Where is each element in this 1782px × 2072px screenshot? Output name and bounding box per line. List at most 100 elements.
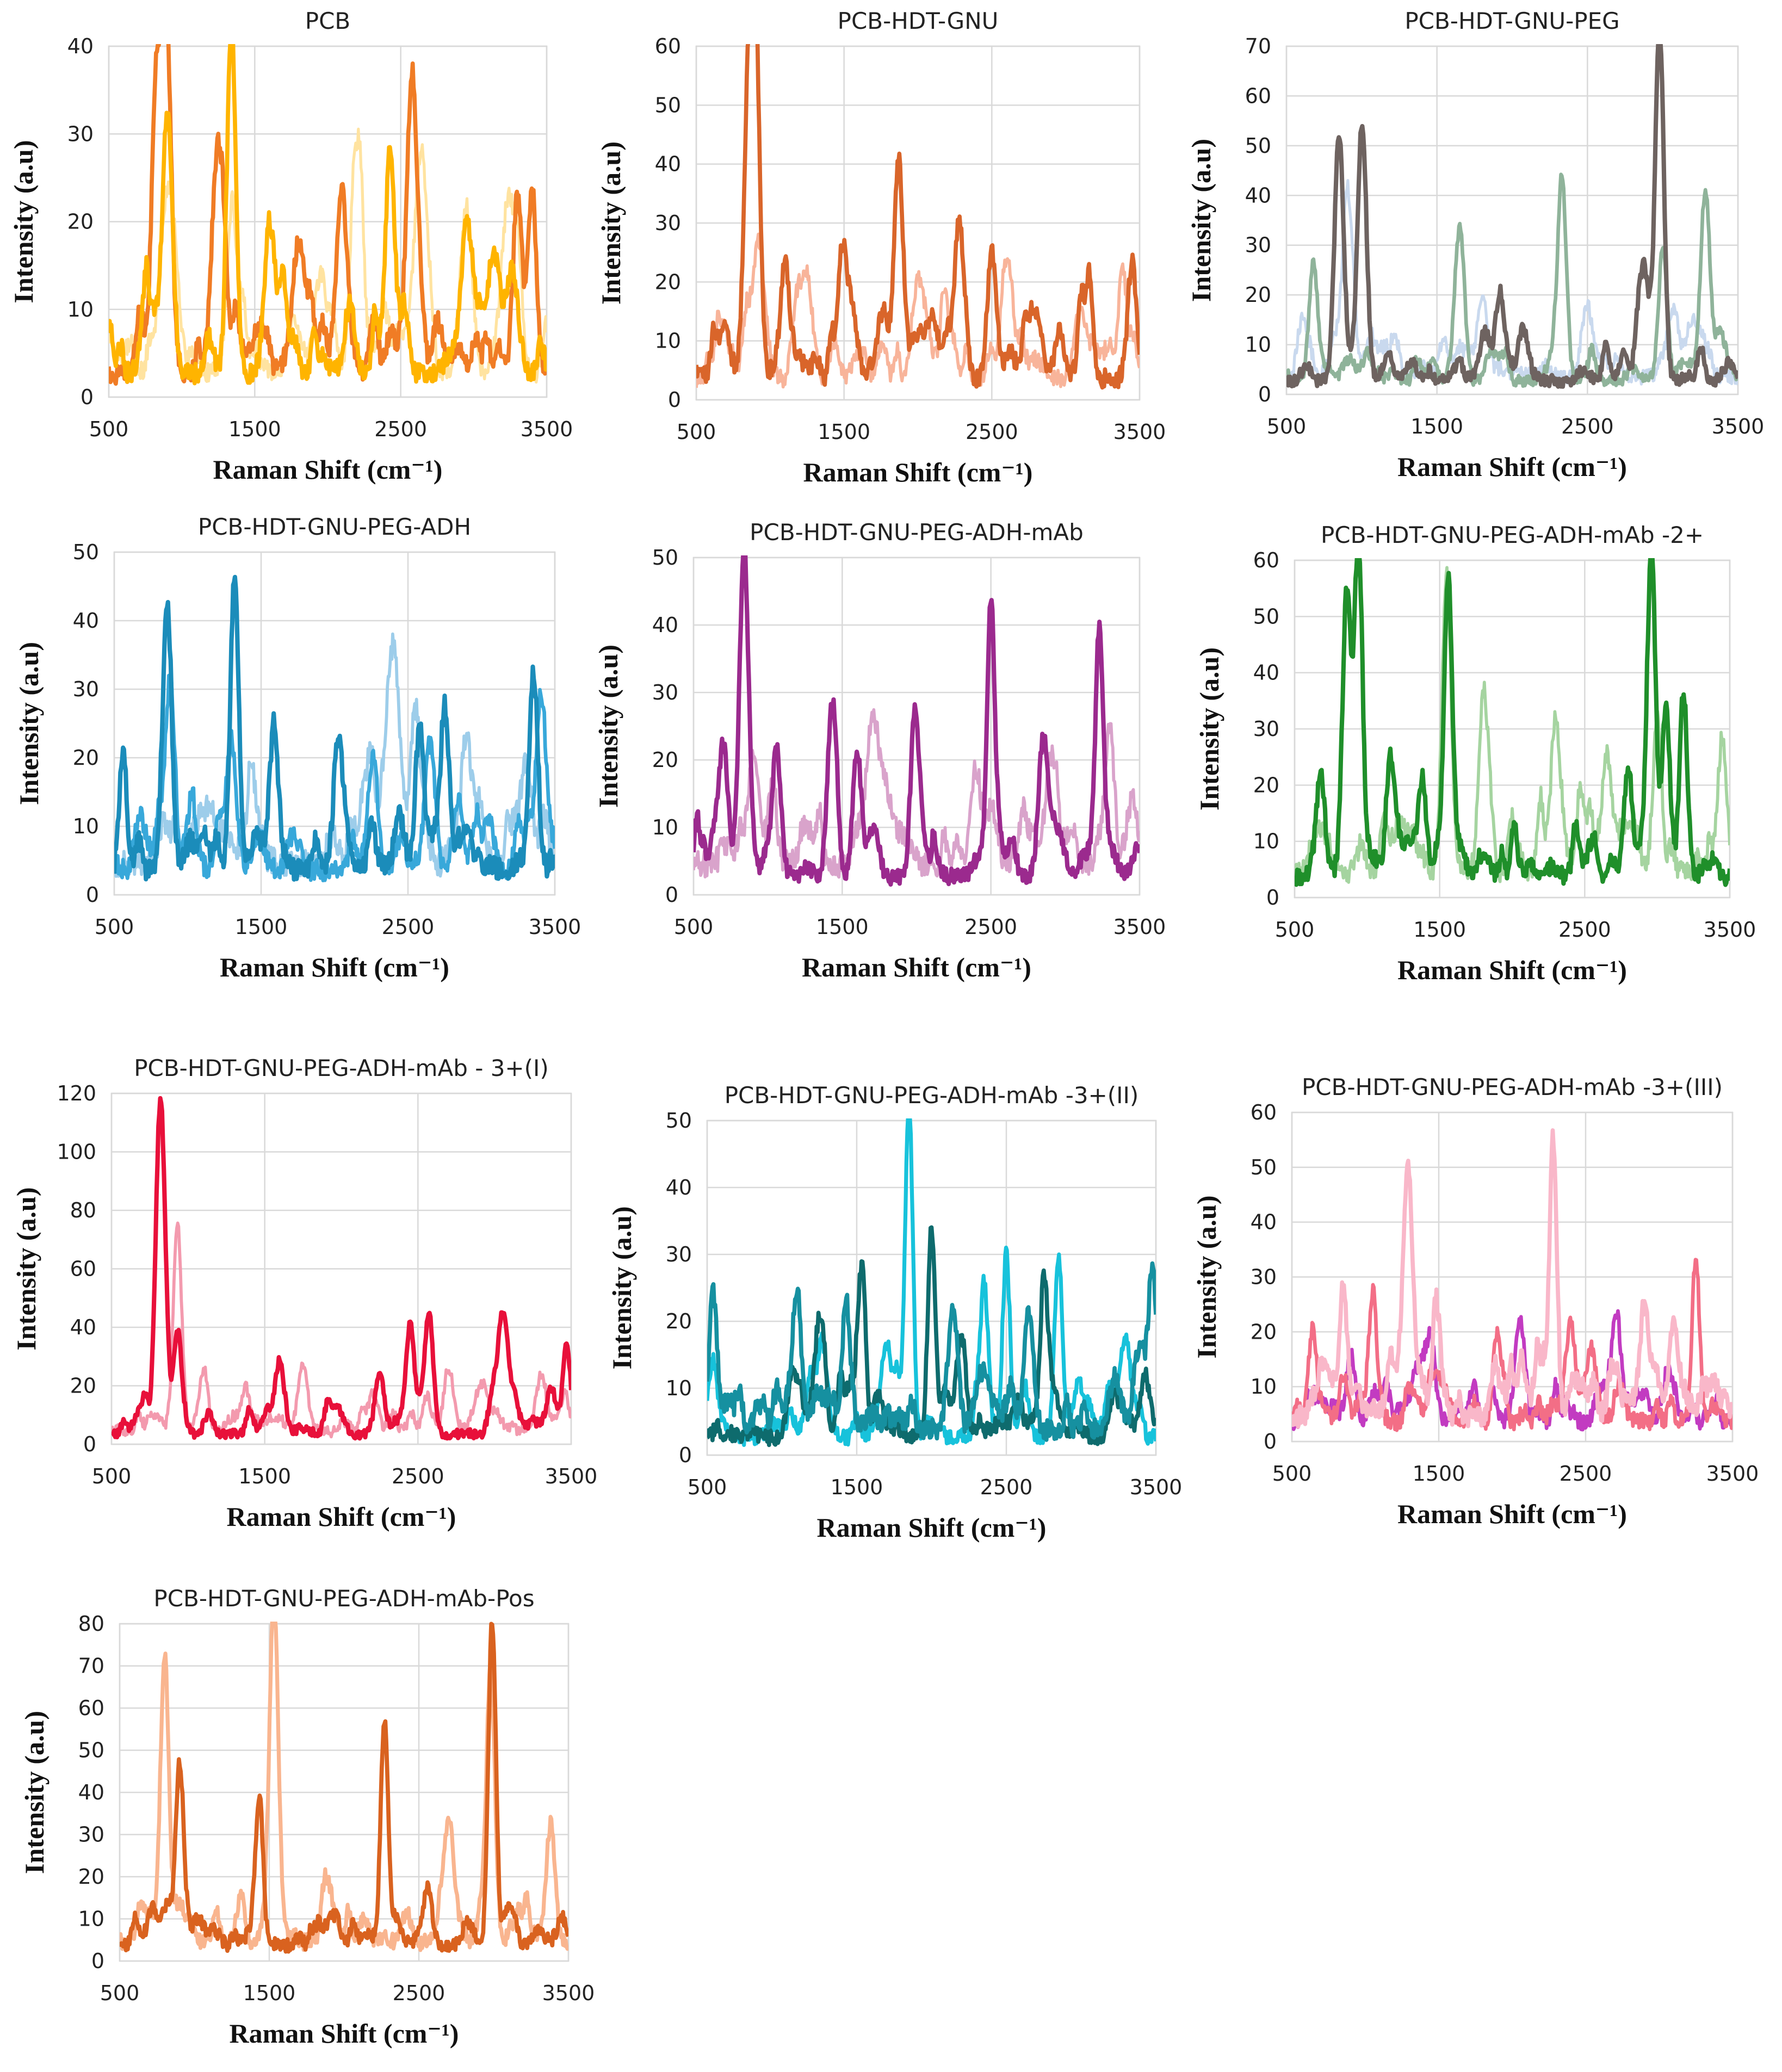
chart-pcb-hdt-gnu-peg-adh-mab-3plus-iii: 0 10 20 30 40 50 60 500 1500 2500 3500 PCB-HDT-GNU-…: [1191, 1074, 1759, 1529]
x-axis-label: Raman Shift (cm⁻¹): [802, 952, 1031, 982]
y-tick-label: 40: [666, 1176, 692, 1199]
chart-pcb-hdt-gnu: 0 10 20 30 40 50 60 500 1500 2500 3500 PCB-HDT-GNU R…: [596, 8, 1166, 487]
chart-title: PCB: [305, 8, 350, 34]
y-tick-label: 10: [78, 1907, 104, 1931]
chart-title: PCB-HDT-GNU-PEG-ADH-mAb - 3+(I): [134, 1055, 549, 1081]
x-axis-label: Raman Shift (cm⁻¹): [803, 457, 1033, 487]
chart-pcb-hdt-gnu-peg-adh-mab: 0 10 20 30 40 50 500 1500 2500 3500 PCB-HDT-GNU-PE…: [593, 519, 1166, 982]
x-axis-label: Raman Shift (cm⁻¹): [213, 454, 443, 485]
y-tick-label: 40: [70, 1315, 96, 1339]
y-tick-label: 10: [67, 298, 94, 321]
y-tick-label: 20: [67, 210, 94, 234]
y-tick-label: 40: [67, 34, 94, 58]
y-axis-label: Intensity (a.u): [11, 1187, 41, 1350]
y-tick-label: 30: [73, 677, 99, 701]
x-tick-label: 2500: [393, 1981, 445, 2005]
y-tick-label: 0: [83, 1432, 96, 1456]
y-axis-label: Intensity (a.u): [593, 645, 623, 808]
y-tick-label: 60: [1245, 84, 1271, 108]
x-tick-label: 1500: [816, 915, 869, 939]
x-tick-label: 1500: [228, 417, 281, 441]
x-tick-label: 2500: [1558, 918, 1611, 942]
y-tick-label: 0: [81, 385, 94, 409]
x-tick-label: 3500: [529, 915, 581, 939]
y-tick-label: 0: [668, 388, 681, 412]
chart-title: PCB-HDT-GNU-PEG-ADH-mAb-Pos: [153, 1585, 534, 1612]
y-tick-label: 10: [666, 1376, 692, 1400]
series-line-2: [120, 1622, 568, 1954]
chart-pcb-hdt-gnu-peg: 0 10 20 30 40 50 60 70 500 1500 2500 3500 PCB-HDT-GN…: [1186, 8, 1764, 482]
x-tick-label: 3500: [1712, 415, 1765, 438]
y-tick-label: 30: [67, 122, 94, 146]
y-tick-label: 10: [1251, 1375, 1277, 1399]
y-tick-label: 40: [78, 1780, 104, 1804]
x-tick-label: 1500: [831, 1475, 883, 1499]
y-tick-label: 30: [655, 211, 681, 235]
x-tick-label: 500: [92, 1464, 132, 1488]
y-tick-label: 20: [655, 270, 681, 294]
x-tick-label: 500: [688, 1475, 727, 1499]
y-axis-label: Intensity (a.u): [596, 141, 626, 305]
x-tick-label: 2500: [382, 915, 435, 939]
x-tick-label: 500: [1267, 415, 1307, 438]
x-tick-label: 500: [89, 417, 129, 441]
x-tick-label: 1500: [235, 915, 288, 939]
chart-pcb-hdt-gnu-peg-adh-mab-3plus-ii: 0 10 20 30 40 50 500 1500 2500 3500 PCB-HDT-GNU-PE…: [607, 1082, 1182, 1543]
y-axis-label: Intensity (a.u): [8, 140, 39, 303]
y-axis-label: Intensity (a.u): [14, 642, 44, 805]
y-tick-label: 30: [1253, 717, 1279, 741]
y-tick-label: 0: [679, 1443, 692, 1467]
y-tick-label: 30: [1251, 1265, 1277, 1289]
x-tick-label: 2500: [374, 417, 427, 441]
y-tick-label: 70: [78, 1654, 104, 1678]
chart-pcb-hdt-gnu-peg-adh-mab-3plus-i: 0 20 40 60 80 100 120 500 1500 2500 3500 PCB-HDT-GN…: [11, 1055, 597, 1532]
x-axis-label: Raman Shift (cm⁻¹): [227, 1501, 456, 1532]
x-axis-label: Raman Shift (cm⁻¹): [1397, 955, 1627, 985]
y-tick-label: 0: [665, 883, 678, 907]
y-tick-label: 0: [1258, 382, 1271, 406]
chart-title: PCB-HDT-GNU-PEG: [1404, 8, 1619, 34]
series-line-2: [696, 44, 1140, 390]
y-tick-label: 20: [1251, 1320, 1277, 1344]
y-tick-label: 10: [1245, 333, 1271, 357]
y-tick-label: 10: [655, 329, 681, 353]
series-line-1: [696, 232, 1140, 389]
y-tick-label: 40: [655, 152, 681, 176]
y-axis-label: Intensity (a.u): [1194, 647, 1224, 811]
y-tick-label: 10: [73, 814, 99, 838]
series-line-2: [1286, 172, 1738, 388]
series-line-3: [114, 574, 555, 882]
y-tick-label: 20: [78, 1865, 104, 1889]
chart-pcb-hdt-gnu-peg-adh-mab-pos: 0 10 20 30 40 50 60 70 80 500 1500 2500 3500 PCB-HDT-…: [19, 1585, 595, 2049]
x-tick-label: 1500: [1413, 1462, 1465, 1486]
y-tick-label: 0: [86, 883, 99, 907]
x-tick-label: 3500: [1130, 1475, 1183, 1499]
x-tick-label: 500: [95, 915, 134, 939]
y-tick-label: 30: [1245, 233, 1271, 257]
y-tick-label: 20: [1245, 283, 1271, 307]
y-tick-label: 20: [652, 748, 678, 772]
y-tick-label: 60: [1253, 548, 1279, 572]
y-tick-label: 50: [78, 1739, 104, 1762]
y-tick-label: 50: [666, 1109, 692, 1133]
x-axis-label: Raman Shift (cm⁻¹): [1397, 1499, 1627, 1529]
y-tick-label: 0: [91, 1949, 104, 1973]
x-tick-label: 1500: [1410, 415, 1463, 438]
chart-title: PCB-HDT-GNU: [838, 8, 999, 34]
series-line-2: [114, 673, 555, 882]
chart-pcb-hdt-gnu-peg-adh-mab-2plus: 0 10 20 30 40 50 60 500 1500 2500 3500 PCB-HDT-GNU-…: [1194, 522, 1756, 985]
y-tick-label: 20: [666, 1309, 692, 1333]
x-tick-label: 3500: [1704, 918, 1756, 942]
chart-title: PCB-HDT-GNU-PEG-ADH-mAb -3+(II): [725, 1082, 1139, 1109]
y-axis-label: Intensity (a.u): [1186, 139, 1216, 302]
x-tick-label: 2500: [980, 1475, 1033, 1499]
y-tick-label: 60: [1251, 1100, 1277, 1124]
series-line-3: [109, 44, 547, 386]
y-axis-label: Intensity (a.u): [19, 1711, 49, 1874]
y-tick-label: 50: [655, 93, 681, 117]
x-tick-label: 3500: [1113, 420, 1166, 444]
x-axis-label: Raman Shift (cm⁻¹): [1397, 451, 1627, 482]
y-tick-label: 120: [57, 1081, 96, 1105]
series-line-2: [112, 1096, 571, 1441]
